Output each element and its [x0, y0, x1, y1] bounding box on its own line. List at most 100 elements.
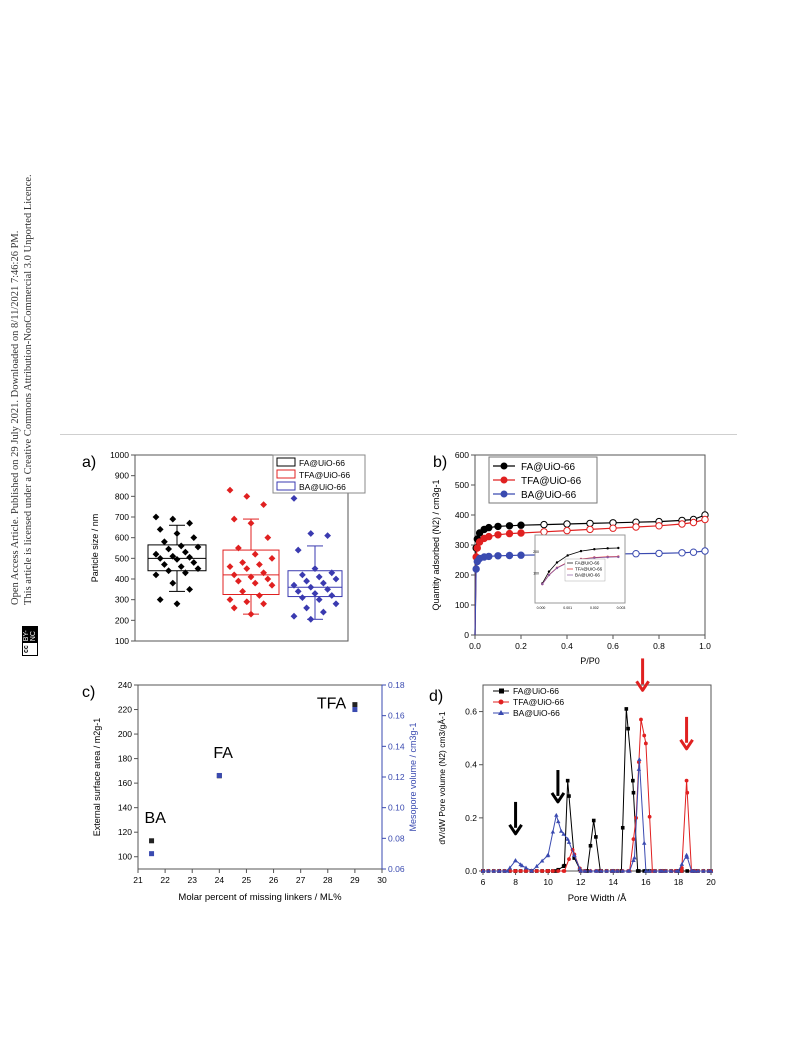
panel-d-point-2-43	[480, 868, 486, 873]
panel-d-xtick-label-6: 18	[674, 877, 684, 887]
panel-b-point-1-11	[586, 525, 594, 534]
panel-c-ylabel: External surface area / m2g-1	[92, 718, 102, 837]
panel-d-point-2-22	[599, 868, 604, 873]
panel-b-point-0-7	[505, 522, 514, 530]
panel-a-point-1-7	[251, 550, 259, 558]
page-divider	[60, 434, 737, 435]
panel-d-point-2-25	[615, 868, 620, 873]
panel-c-ytick-label-7: 240	[118, 680, 132, 690]
panel-c-ytick-label-1: 120	[118, 827, 132, 837]
panel-d-point-2-61	[659, 868, 665, 873]
panel-c-xtick-label-7: 28	[323, 875, 333, 885]
panel-d-point-2-63	[684, 852, 689, 857]
panel-b-inset-ytick-1: 200	[533, 550, 539, 554]
panel-d-point-2-11	[539, 858, 545, 863]
panel-d-ytick-label-1: 0.2	[465, 813, 477, 823]
panel-a-point-1-3	[230, 515, 238, 523]
panel-a-series-2	[287, 495, 343, 623]
panel-b-point-0-6	[494, 522, 502, 531]
panel-b-point-1-7	[505, 529, 514, 538]
panel-c-volume-point-2	[352, 707, 358, 713]
panel-d-pore-chart: d) 0.0 0.2 0.4 0.6 6 8 10 12 14 16 18 20 Pore Width /…	[429, 658, 716, 904]
panel-d-ytick-label-2: 0.4	[465, 760, 477, 770]
panel-a-point-1-26	[247, 610, 255, 618]
panel-b-legend-marker-0	[500, 462, 508, 470]
panel-d-point-0-50	[565, 778, 570, 783]
panel-b-inset-ytick-0: 100	[533, 571, 539, 575]
panel-a-point-1-8	[268, 554, 276, 562]
panel-a-point-0-10	[182, 548, 189, 556]
panel-c-ytick-label-4: 180	[118, 754, 132, 764]
panel-a-point-0-2	[186, 519, 193, 527]
panel-a-series-1	[222, 486, 280, 618]
panel-a-point-1-10	[256, 561, 263, 568]
panel-d-point-2-60	[643, 868, 649, 873]
panel-c-xtick-label-0: 21	[133, 875, 143, 885]
panel-d-point-2-19	[582, 868, 588, 873]
panel-b-isotherm-chart: b) 0 100 200 300 400 500 600 0.0 0.2 0.4 0.6 0.8 1.0 P…	[431, 450, 711, 666]
panel-d-point-2-31	[647, 868, 652, 873]
panel-d-point-2-52	[565, 836, 570, 841]
panel-a-frame	[134, 454, 349, 642]
panel-b-point-1-2	[473, 544, 481, 552]
panel-d-point-2-30	[642, 840, 647, 845]
panel-a-ytick-label-2: 300	[115, 595, 129, 605]
panel-b-point-1-12	[609, 524, 617, 532]
panel-c-area-point-2	[352, 702, 358, 708]
panel-d-point-2-32	[652, 868, 658, 873]
panel-a-point-0-22	[152, 571, 160, 579]
panel-d-point-1-55	[639, 717, 643, 722]
panel-a-point-1-9	[239, 559, 246, 566]
panel-b-inset-legend-label-0: FA@UiO-66	[575, 561, 600, 566]
panel-b-inset-point-0-7	[617, 546, 620, 550]
panel-b-inset-point-0-5	[593, 547, 596, 551]
panel-a-ytick-label-6: 700	[115, 512, 129, 522]
panel-a-point-1-24	[260, 600, 267, 608]
panel-b-legend-label-1: TFA@UiO-66	[521, 476, 582, 487]
panel-a-point-2-9	[303, 577, 310, 585]
panel-d-xtick-label-4: 14	[609, 877, 619, 887]
panel-d-series-1	[481, 717, 713, 873]
panel-b-inset-point-0-6	[606, 547, 609, 550]
panel-d-point-0-51	[572, 855, 576, 860]
panel-d-point-2-1	[486, 868, 491, 873]
panel-a-legend-label-0: FA@UiO-66	[299, 458, 345, 468]
panel-d-series-2	[480, 757, 714, 873]
panel-b-ytick-label-3: 300	[455, 540, 469, 550]
panel-a-point-2-14	[294, 588, 302, 595]
panel-a-point-0-23	[169, 579, 177, 587]
panel-d-xtick-label-0: 6	[481, 877, 486, 887]
panel-b-ytick-label-4: 400	[455, 510, 469, 520]
panel-a-point-0-6	[161, 538, 168, 546]
panel-a-ytick-label-0: 100	[115, 636, 129, 646]
panel-b-inset-point-2-7	[617, 555, 620, 559]
panel-d-point-2-34	[663, 868, 668, 873]
panel-b-inset-point-0-2	[555, 561, 559, 564]
panel-d-series-0	[481, 707, 713, 873]
panel-c-y2tick-label-3: 0.12	[388, 772, 405, 782]
panel-b-xlabel: P/P0	[580, 656, 600, 666]
panel-d-point-2-2	[491, 868, 496, 873]
panel-b-xtick-label-4: 0.8	[653, 641, 665, 651]
panel-a-point-2-23	[307, 615, 315, 623]
panel-a-point-1-25	[230, 604, 238, 612]
panel-d-point-2-13	[550, 829, 556, 834]
panel-c-ytick-label-2: 140	[118, 803, 132, 813]
panel-d-point-2-23	[604, 868, 609, 873]
panel-d-point-2-16	[566, 840, 572, 844]
panel-d-arrow-head-0	[508, 823, 523, 836]
panel-d-point-0-20	[588, 843, 593, 848]
panel-a-point-1-14	[230, 571, 238, 579]
panel-d-legend-marker-1	[498, 699, 504, 705]
watermark-line-1: Open Access Article. Published on 29 Jul…	[10, 230, 21, 605]
panel-b-inset-xtick-2: 0.002	[590, 606, 599, 610]
panel-a-point-2-3	[294, 546, 302, 554]
panel-c-xtick-label-6: 27	[296, 875, 306, 885]
panel-d-point-1-30	[642, 733, 647, 738]
panel-a-ylabel: Particle size / nm	[90, 514, 100, 583]
panel-d-point-0-38	[685, 869, 690, 873]
panel-a-point-0-20	[165, 567, 172, 575]
panel-d-xtick-label-1: 8	[513, 877, 518, 887]
panel-c-ytick-label-3: 160	[118, 778, 132, 788]
panel-b-point-0-11	[586, 519, 594, 528]
